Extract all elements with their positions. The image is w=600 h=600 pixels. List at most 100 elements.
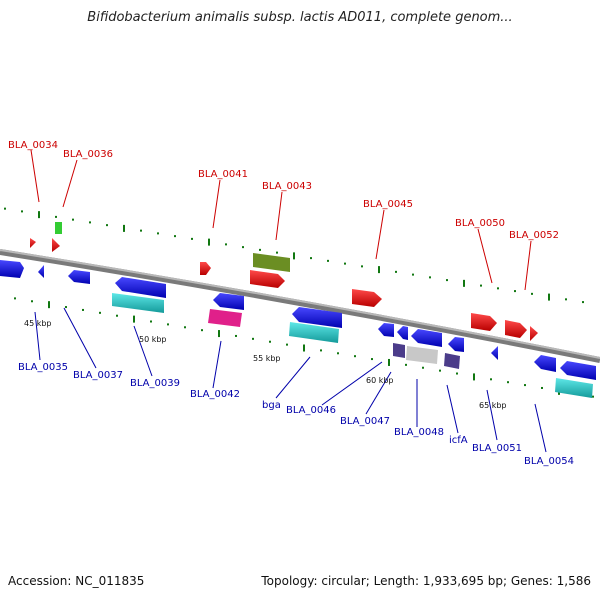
tick-mark xyxy=(531,292,533,295)
scale-label: 55 kbp xyxy=(253,354,281,363)
tick-mark xyxy=(514,290,516,293)
gene-label[interactable]: BLA_0036 xyxy=(63,149,113,160)
genome-backbone xyxy=(0,249,600,363)
gene-label[interactable]: BLA_0051 xyxy=(472,443,522,454)
gene-arrow-small-blue[interactable] xyxy=(38,265,44,278)
tick-mark xyxy=(38,211,40,219)
feature-purple-icfa[interactable] xyxy=(444,353,460,369)
tick-mark xyxy=(337,352,339,355)
tick-mark xyxy=(371,358,373,361)
gene-label[interactable]: BLA_0042 xyxy=(190,389,240,400)
gene-arrow-bla-0041[interactable] xyxy=(200,262,211,275)
tick-mark xyxy=(412,273,414,276)
tick-mark xyxy=(276,251,278,254)
feature-green[interactable] xyxy=(55,222,62,234)
gene-arrow-bla-0048[interactable] xyxy=(411,329,442,347)
gene-arrow-bla-0046[interactable] xyxy=(378,323,394,337)
tick-mark xyxy=(422,366,424,369)
feature-purple-bla-0047[interactable] xyxy=(393,343,405,358)
tick-mark xyxy=(208,238,210,246)
rna-feature-bla-0039[interactable] xyxy=(112,293,164,313)
tick-mark xyxy=(82,308,84,311)
tick-mark xyxy=(31,300,33,303)
gene-label[interactable]: BLA_0046 xyxy=(286,405,336,416)
tick-mark xyxy=(378,266,380,274)
tick-mark xyxy=(405,363,407,366)
tick-mark xyxy=(14,297,16,300)
tick-mark xyxy=(133,315,135,323)
rna-feature-bla-0054[interactable] xyxy=(555,378,593,398)
gene-arrow-bla-0054-b[interactable] xyxy=(560,361,596,380)
gene-arrow-red-small[interactable] xyxy=(530,326,538,341)
gene-label[interactable]: icfA xyxy=(449,435,468,446)
feature-magenta-bla-0042[interactable] xyxy=(208,309,242,327)
tick-mark xyxy=(327,259,329,262)
gene-label[interactable]: BLA_0045 xyxy=(363,199,413,210)
gene-arrow-bla-0051[interactable] xyxy=(491,346,498,360)
gene-label[interactable]: BLA_0050 xyxy=(455,218,505,229)
tick-mark xyxy=(429,276,431,279)
tick-mark xyxy=(184,326,186,329)
gene-label[interactable]: BLA_0039 xyxy=(130,378,180,389)
tick-mark xyxy=(259,248,261,251)
tick-mark xyxy=(439,369,441,372)
tick-mark xyxy=(507,381,509,384)
tick-mark xyxy=(242,246,244,249)
genome-summary-text: Topology: circular; Length: 1,933,695 bp… xyxy=(261,574,591,588)
tick-mark xyxy=(286,343,288,346)
gene-arrow-bla-0035[interactable] xyxy=(0,260,24,278)
gene-arrow-bla-0039[interactable] xyxy=(115,277,166,298)
tick-mark xyxy=(218,330,220,338)
gene-arrow-bla-0050[interactable] xyxy=(471,313,497,331)
tick-mark xyxy=(99,311,101,314)
gene-label[interactable]: BLA_0034 xyxy=(8,140,58,151)
gene-label[interactable]: bga xyxy=(262,400,281,411)
upper-tick-row xyxy=(4,207,584,304)
gene-label[interactable]: BLA_0047 xyxy=(340,416,390,427)
gene-label[interactable]: BLA_0037 xyxy=(73,370,123,381)
gene-label[interactable]: BLA_0048 xyxy=(394,427,444,438)
gene-arrow-icfa[interactable] xyxy=(448,337,464,352)
rna-feature-bga[interactable] xyxy=(289,322,339,343)
tick-mark xyxy=(140,229,142,232)
gene-arrow-bga[interactable] xyxy=(292,307,342,328)
gene-arrow-bla-0043[interactable] xyxy=(250,270,285,288)
tick-mark xyxy=(48,301,50,309)
tick-mark xyxy=(167,323,169,326)
tick-mark xyxy=(269,340,271,343)
tick-mark xyxy=(541,386,543,389)
gene-arrow-bla-0047[interactable] xyxy=(397,326,408,340)
scale-label: 65 kbp xyxy=(479,401,507,410)
feature-grey-bla-0048[interactable] xyxy=(406,346,438,364)
gene-arrow-bla-0052[interactable] xyxy=(505,320,527,338)
gene-arrow-bla-0034[interactable] xyxy=(30,238,36,248)
gene-label[interactable]: BLA_0052 xyxy=(509,230,559,241)
tick-mark xyxy=(361,265,363,268)
forward-label-leaders xyxy=(30,149,532,291)
gene-arrow-bla-0054-a[interactable] xyxy=(534,355,556,372)
tick-mark xyxy=(191,237,193,240)
scale-label: 45 kbp xyxy=(24,319,52,328)
tick-mark xyxy=(4,207,6,210)
tick-mark xyxy=(388,358,390,366)
scale-label: 60 kbp xyxy=(366,376,394,385)
gene-label[interactable]: BLA_0035 xyxy=(18,362,68,373)
gene-label[interactable]: BLA_0041 xyxy=(198,169,248,180)
tick-mark xyxy=(106,224,108,227)
gene-arrow-bla-0036[interactable] xyxy=(52,238,60,252)
tick-mark xyxy=(582,301,584,304)
tick-mark xyxy=(174,235,176,238)
tick-mark xyxy=(21,210,23,213)
gene-arrow-bla-0045[interactable] xyxy=(352,289,382,307)
reverse-gene-labels: BLA_0035 BLA_0037 BLA_0039 BLA_0042 bga … xyxy=(18,362,574,467)
tick-mark xyxy=(123,224,125,232)
tick-mark xyxy=(65,306,67,309)
tick-mark xyxy=(252,337,254,340)
gene-label[interactable]: BLA_0054 xyxy=(524,456,574,467)
feature-olive[interactable] xyxy=(253,253,290,272)
gene-arrow-bla-0037[interactable] xyxy=(68,270,90,284)
gene-arrow-bla-0042[interactable] xyxy=(213,293,244,310)
gene-label[interactable]: BLA_0043 xyxy=(262,181,312,192)
tick-mark xyxy=(480,284,482,287)
